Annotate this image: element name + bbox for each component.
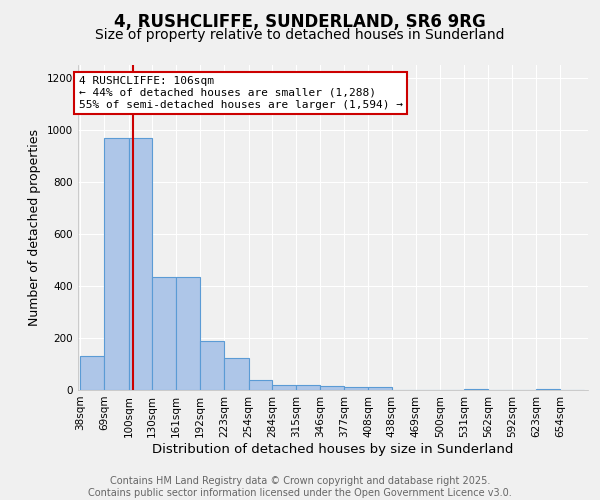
Text: 4 RUSHCLIFFE: 106sqm
← 44% of detached houses are smaller (1,288)
55% of semi-de: 4 RUSHCLIFFE: 106sqm ← 44% of detached h…: [79, 76, 403, 110]
Bar: [368, 388, 392, 390]
Y-axis label: Number of detached properties: Number of detached properties: [28, 129, 41, 326]
X-axis label: Distribution of detached houses by size in Sunderland: Distribution of detached houses by size …: [152, 442, 514, 456]
Bar: [152, 277, 176, 390]
Bar: [80, 356, 104, 390]
Bar: [464, 388, 488, 390]
Bar: [536, 388, 560, 390]
Text: Contains HM Land Registry data © Crown copyright and database right 2025.
Contai: Contains HM Land Registry data © Crown c…: [88, 476, 512, 498]
Bar: [248, 380, 272, 390]
Bar: [320, 386, 344, 390]
Bar: [176, 277, 200, 390]
Bar: [296, 385, 320, 390]
Text: 4, RUSHCLIFFE, SUNDERLAND, SR6 9RG: 4, RUSHCLIFFE, SUNDERLAND, SR6 9RG: [114, 12, 486, 30]
Bar: [272, 385, 296, 390]
Text: Size of property relative to detached houses in Sunderland: Size of property relative to detached ho…: [95, 28, 505, 42]
Bar: [200, 340, 224, 390]
Bar: [224, 358, 248, 390]
Bar: [104, 138, 128, 390]
Bar: [128, 138, 152, 390]
Bar: [344, 388, 368, 390]
